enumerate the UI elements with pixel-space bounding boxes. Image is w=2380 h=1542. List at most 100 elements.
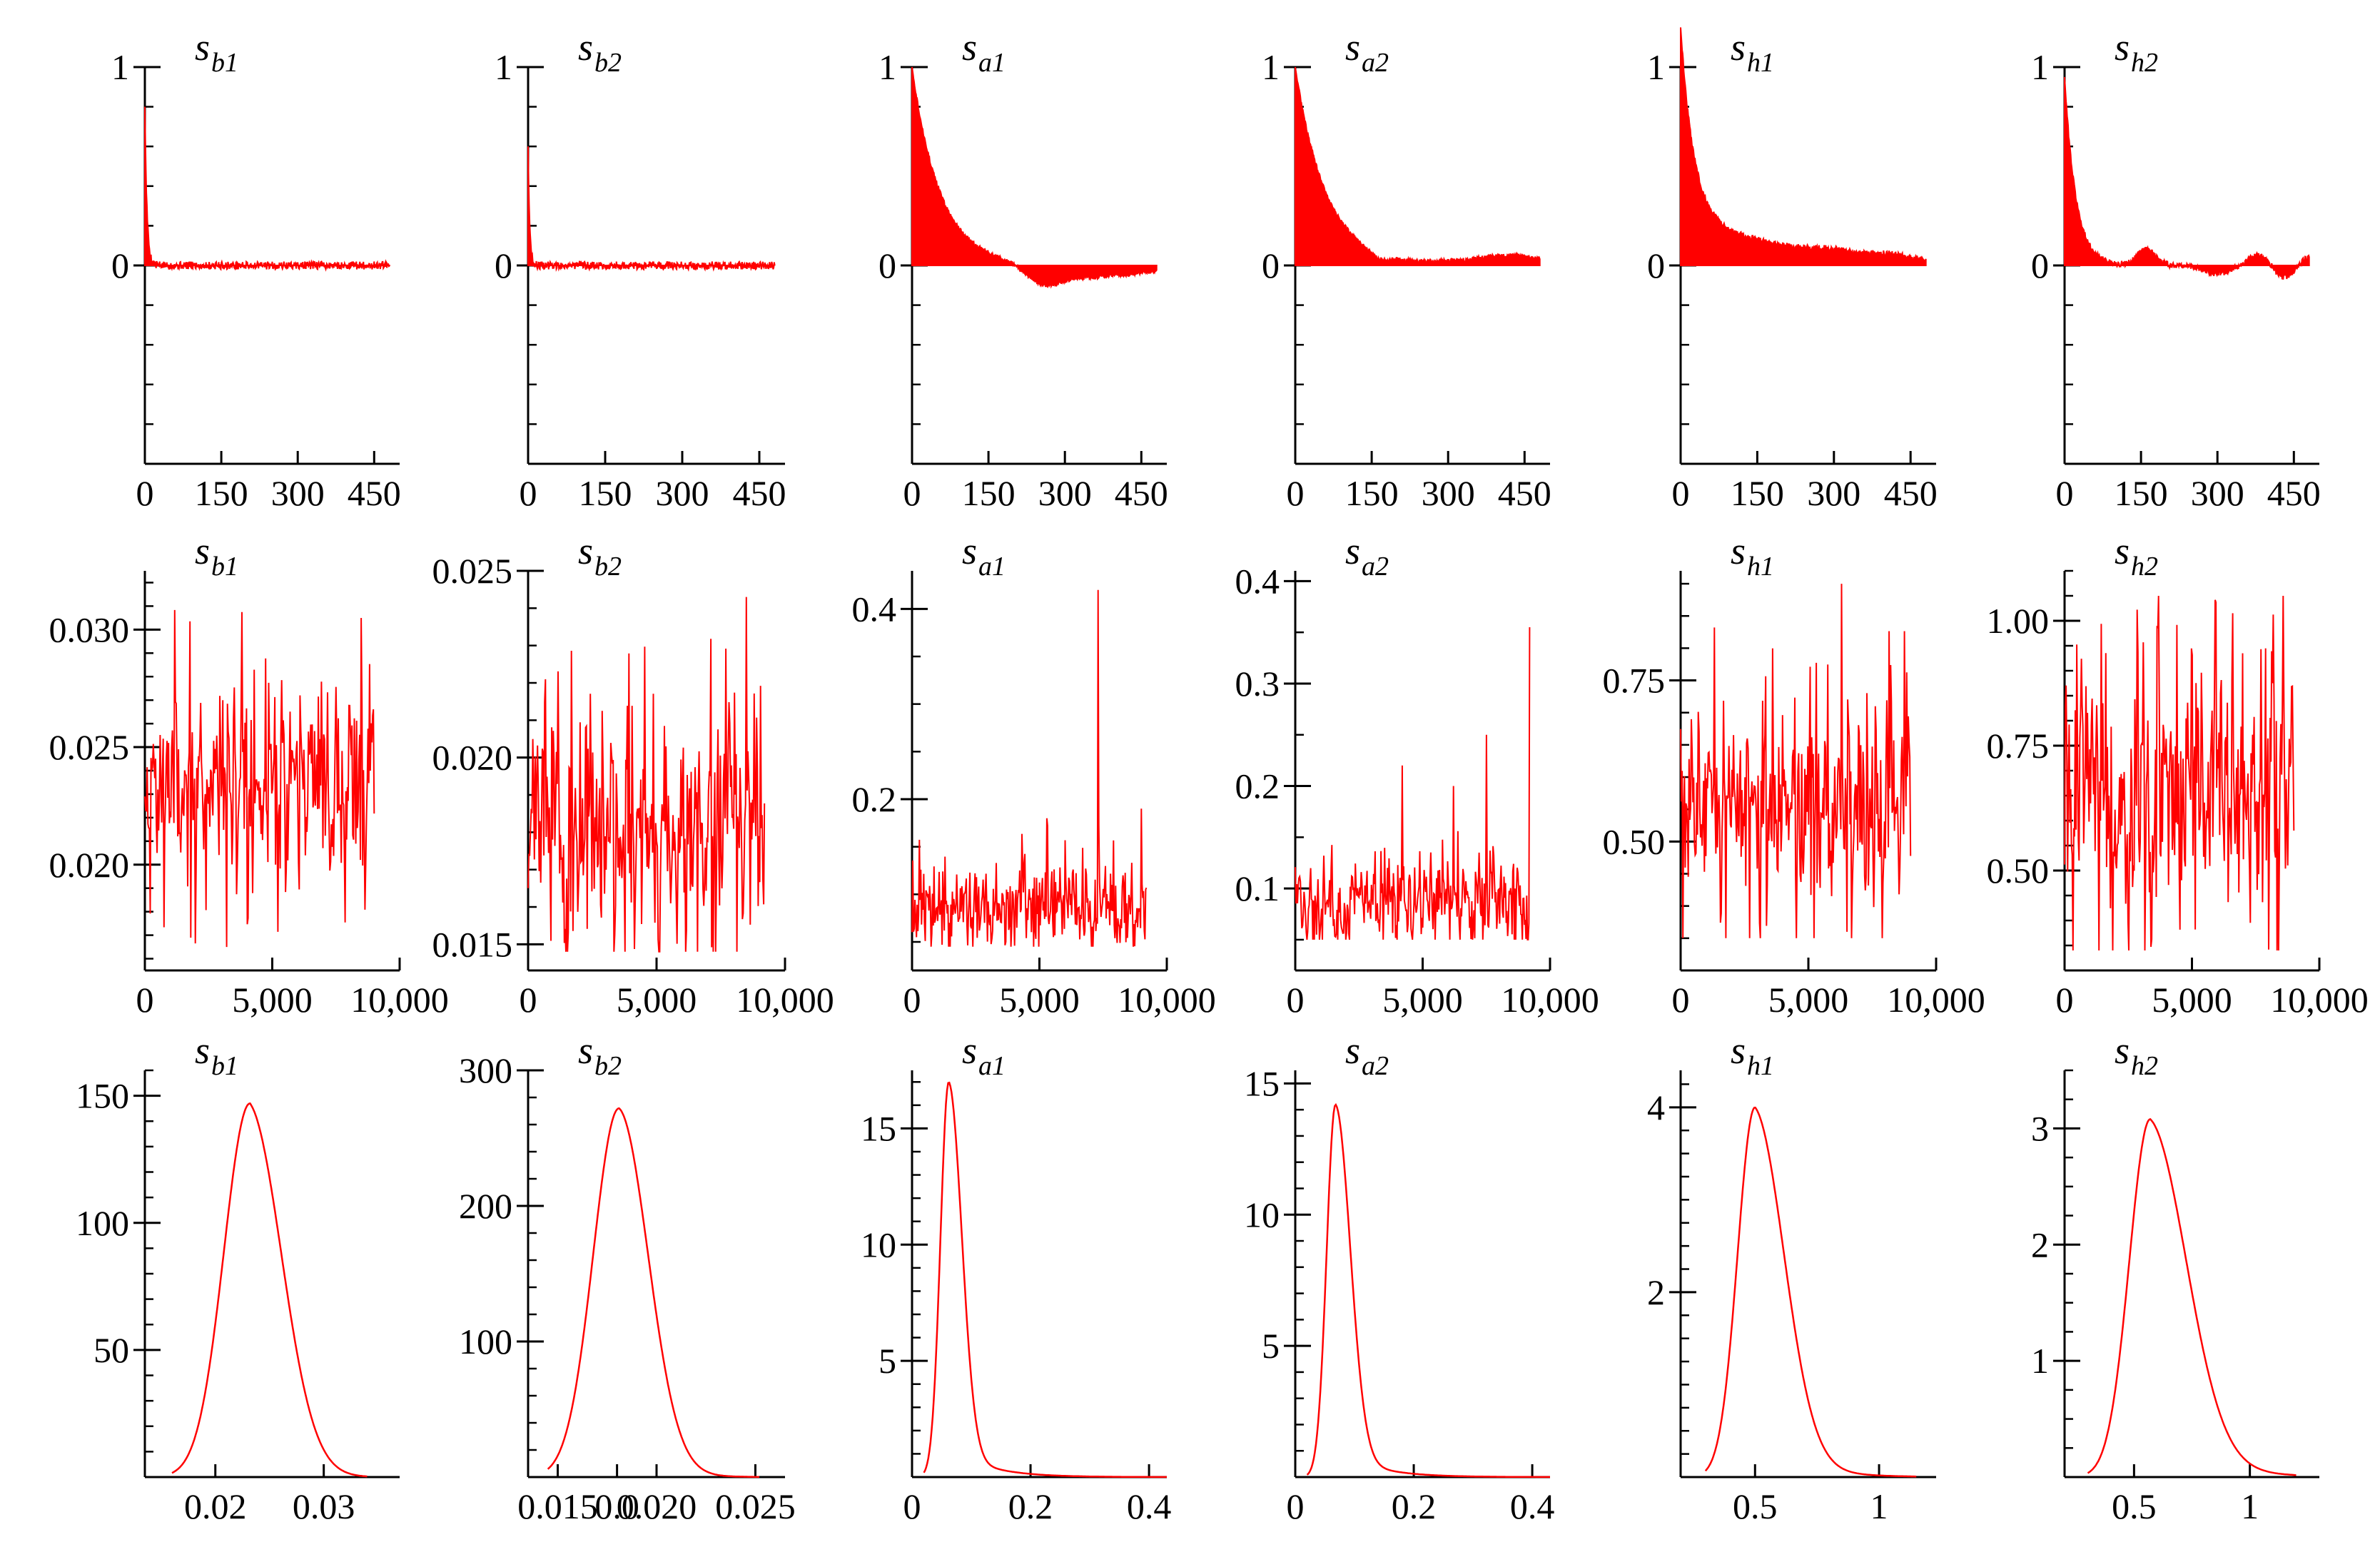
density-sh2-panel: 3 2 1 0.5 1 sh2 — [2031, 1029, 2319, 1526]
acf-sb2-title: sb2 — [578, 26, 622, 78]
density-sa2-panel: 15 10 5 0 0.2 0.4 sa2 — [1244, 1029, 1554, 1526]
density-sa1-y-tick-label: 15 — [861, 1108, 896, 1148]
trace-sb1-x-tick-label: 5,000 — [232, 980, 313, 1020]
acf-sb2-y-tick-label: 0 — [495, 245, 512, 285]
density-sa1-y-tick-label: 10 — [861, 1224, 896, 1264]
trace-sh1-title-symbol: s — [1731, 529, 1746, 572]
acf-sh1-title-subscript: h1 — [1747, 48, 1774, 78]
acf-sh2-panel: 1 0 0 150 300 450 sh2 — [2031, 26, 2321, 513]
acf-sh2-x-tick-label: 450 — [2267, 473, 2321, 513]
trace-sh1-x-tick-label: 0 — [1672, 980, 1690, 1020]
acf-sb2-x-tick-label: 0 — [520, 473, 537, 513]
density-sa1-density-curve — [923, 1081, 1167, 1478]
density-sb2-density-curve — [547, 1107, 759, 1478]
acf-sh1-panel: 1 0 0 150 300 450 sh1 — [1647, 26, 1938, 513]
trace-sh2-panel: 1.00 0.75 0.50 0 5,000 10,000 sh2 — [1987, 529, 2369, 1020]
density-sb2-x-tick-label: 0.0 — [594, 1486, 639, 1526]
acf-sh1-title: sh1 — [1731, 26, 1774, 78]
acf-sa2-title-subscript: a2 — [1362, 48, 1389, 78]
trace-sh2-y-tick-label: 0.50 — [1987, 851, 2050, 891]
density-sb2-y-tick-label: 300 — [459, 1050, 512, 1090]
acf-sh1-x-tick-label: 0 — [1672, 473, 1690, 513]
trace-sa1-x-tick-label: 0 — [903, 980, 921, 1020]
acf-sh2-y-tick-label: 1 — [2031, 47, 2049, 87]
density-sh1-title-symbol: s — [1731, 1029, 1746, 1072]
acf-sb1-x-tick-label: 450 — [348, 473, 401, 513]
trace-sh2-x-tick-label: 5,000 — [2152, 980, 2232, 1020]
trace-sb2-y-tick-label: 0.015 — [432, 924, 513, 964]
density-sa1-title-subscript: a1 — [978, 1051, 1006, 1081]
trace-sh2-title-subscript: h2 — [2131, 552, 2158, 582]
density-sa2-title: sa2 — [1345, 1029, 1389, 1081]
trace-sa1-y-tick-label: 0.4 — [852, 589, 897, 629]
trace-sh2-x-tick-label: 0 — [2056, 980, 2074, 1020]
trace-sa1-title: sa1 — [962, 529, 1006, 582]
acf-sb2-panel: 1 0 0 150 300 450 sb2 — [495, 26, 786, 513]
acf-sh1-x-tick-label: 150 — [1731, 473, 1784, 513]
density-sb1-y-tick-label: 50 — [93, 1330, 129, 1370]
acf-sa2-x-tick-label: 150 — [1345, 473, 1399, 513]
density-sa2-y-tick-label: 10 — [1244, 1194, 1280, 1234]
density-sh1-x-tick-label: 1 — [1870, 1486, 1888, 1526]
trace-sh1-title-subscript: h1 — [1747, 552, 1774, 582]
acf-sb1-title-symbol: s — [195, 26, 210, 69]
density-sh2-density-curve — [2087, 1117, 2297, 1476]
trace-sb1-title: sb1 — [195, 529, 238, 582]
density-sh2-x-tick-label: 0.5 — [2112, 1486, 2157, 1526]
density-sh2-title-subscript: h2 — [2131, 1051, 2158, 1081]
density-sh2-y-tick-label: 1 — [2031, 1341, 2049, 1381]
trace-sa2-y-tick-label: 0.4 — [1235, 561, 1280, 601]
acf-sh1-x-tick-label: 450 — [1884, 473, 1938, 513]
acf-sb1-title: sb1 — [195, 26, 238, 78]
acf-sb1-y-tick-label: 1 — [111, 47, 129, 87]
trace-sb1-trace-line — [144, 609, 375, 948]
trace-sh1-x-tick-label: 5,000 — [1768, 980, 1849, 1020]
acf-sh1-acf-area — [1680, 27, 1927, 266]
density-sa2-x-tick-label: 0.4 — [1510, 1486, 1555, 1526]
acf-sb1-y-tick-label: 0 — [111, 245, 129, 285]
trace-sb1-x-tick-label: 10,000 — [350, 980, 449, 1020]
density-sh1-density-curve — [1704, 1106, 1917, 1478]
trace-sb2-y-tick-label: 0.025 — [432, 551, 513, 591]
acf-sh1-title-symbol: s — [1731, 26, 1746, 69]
density-sh2-x-tick-label: 1 — [2241, 1486, 2259, 1526]
trace-sb2-title: sb2 — [578, 529, 622, 582]
density-sa2-title-symbol: s — [1345, 1029, 1360, 1072]
acf-sb1-panel: 1 0 0 150 300 450 sb1 — [111, 26, 401, 513]
acf-sb2-y-tick-label: 1 — [495, 47, 512, 87]
density-sb1-y-tick-label: 100 — [76, 1203, 129, 1243]
trace-sa1-y-tick-label: 0.2 — [852, 779, 897, 819]
acf-sa2-title-symbol: s — [1345, 26, 1360, 69]
density-sa1-x-tick-label: 0.2 — [1008, 1486, 1053, 1526]
trace-sh1-panel: 0.75 0.50 0 5,000 10,000 sh1 — [1603, 529, 1985, 1020]
acf-sa1-x-tick-label: 300 — [1038, 473, 1092, 513]
density-sb1-y-tick-label: 150 — [76, 1076, 129, 1116]
trace-sa2-x-tick-label: 5,000 — [1382, 980, 1463, 1020]
density-sh1-panel: 4 2 0.5 1 sh1 — [1647, 1029, 1936, 1526]
trace-sa1-panel: 0.4 0.2 0 5,000 10,000 sa1 — [852, 529, 1216, 1020]
acf-sh2-title-subscript: h2 — [2131, 48, 2158, 78]
trace-sa1-x-tick-label: 10,000 — [1118, 980, 1216, 1020]
trace-sa2-title: sa2 — [1345, 529, 1389, 582]
acf-sb1-x-tick-label: 0 — [136, 473, 154, 513]
acf-sa1-x-tick-label: 450 — [1115, 473, 1168, 513]
trace-sa1-title-subscript: a1 — [978, 552, 1006, 582]
trace-sb2-x-tick-label: 10,000 — [736, 980, 834, 1020]
density-sh2-title: sh2 — [2115, 1029, 2158, 1081]
acf-sh1-y-tick-label: 0 — [1647, 245, 1665, 285]
acf-sb2-title-symbol: s — [578, 26, 593, 69]
trace-sa2-x-tick-label: 10,000 — [1501, 980, 1599, 1020]
acf-sh2-title: sh2 — [2115, 26, 2158, 78]
density-sh1-y-tick-label: 2 — [1647, 1272, 1665, 1312]
trace-sb1-panel: 0.030 0.025 0.020 0 5,000 10,000 sb1 — [49, 529, 449, 1020]
acf-sb2-x-tick-label: 150 — [579, 473, 632, 513]
trace-sb2-x-tick-label: 5,000 — [617, 980, 697, 1020]
density-sa1-title-symbol: s — [962, 1029, 977, 1072]
acf-sa2-x-tick-label: 300 — [1422, 473, 1475, 513]
density-sh1-title-subscript: h1 — [1747, 1051, 1774, 1081]
acf-sa1-title-subscript: a1 — [978, 48, 1006, 78]
acf-sa2-y-tick-label: 1 — [1262, 47, 1280, 87]
trace-sa2-y-tick-label: 0.2 — [1235, 766, 1280, 806]
acf-sb1-x-tick-label: 300 — [271, 473, 325, 513]
